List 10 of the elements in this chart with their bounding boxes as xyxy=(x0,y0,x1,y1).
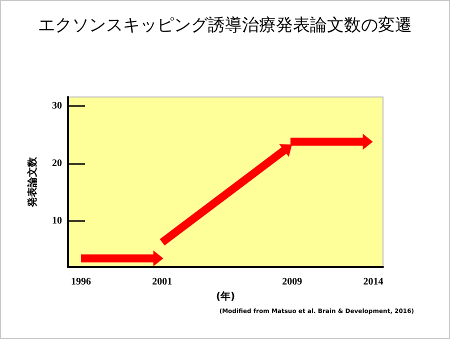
y-tick-label: 30 xyxy=(52,100,62,112)
x-tick-label: 1996 xyxy=(70,276,91,288)
x-tick-label: 2009 xyxy=(282,276,302,288)
y-axis-title: 発表論文数 xyxy=(26,156,38,208)
x-tick-label: 2014 xyxy=(363,276,384,288)
y-tick-label: 20 xyxy=(52,158,62,170)
x-axis-title: (年) xyxy=(216,290,236,302)
chart-title: エクソンスキッピング誘導治療発表論文数の変遷 xyxy=(38,16,412,36)
y-tick-label: 10 xyxy=(52,216,62,227)
x-tick-label: 2001 xyxy=(152,276,172,288)
